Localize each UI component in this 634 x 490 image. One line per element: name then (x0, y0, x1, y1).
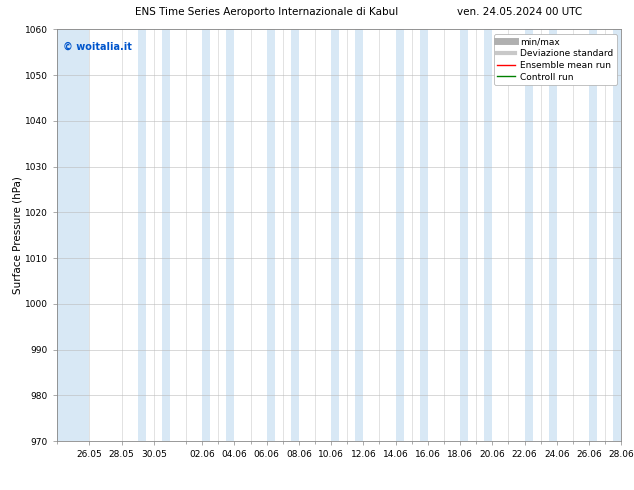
Bar (420, 29, 428, 441)
Text: ven. 24.05.2024 00 UTC: ven. 24.05.2024 00 UTC (457, 7, 583, 17)
Bar (549, 29, 557, 441)
Bar (267, 29, 275, 441)
Bar (355, 29, 363, 441)
Bar (331, 29, 339, 441)
Legend: min/max, Deviazione standard, Ensemble mean run, Controll run: min/max, Deviazione standard, Ensemble m… (494, 34, 617, 85)
Bar (162, 29, 170, 441)
Bar (613, 29, 621, 441)
Bar (396, 29, 404, 441)
Bar (226, 29, 235, 441)
Bar (524, 29, 533, 441)
Bar (138, 29, 146, 441)
Bar (57, 29, 89, 441)
Bar (589, 29, 597, 441)
Bar (484, 29, 493, 441)
Bar (202, 29, 210, 441)
Text: © woitalia.it: © woitalia.it (63, 42, 132, 52)
Bar (460, 29, 468, 441)
Y-axis label: Surface Pressure (hPa): Surface Pressure (hPa) (12, 176, 22, 294)
Text: ENS Time Series Aeroporto Internazionale di Kabul: ENS Time Series Aeroporto Internazionale… (134, 7, 398, 17)
Bar (291, 29, 299, 441)
